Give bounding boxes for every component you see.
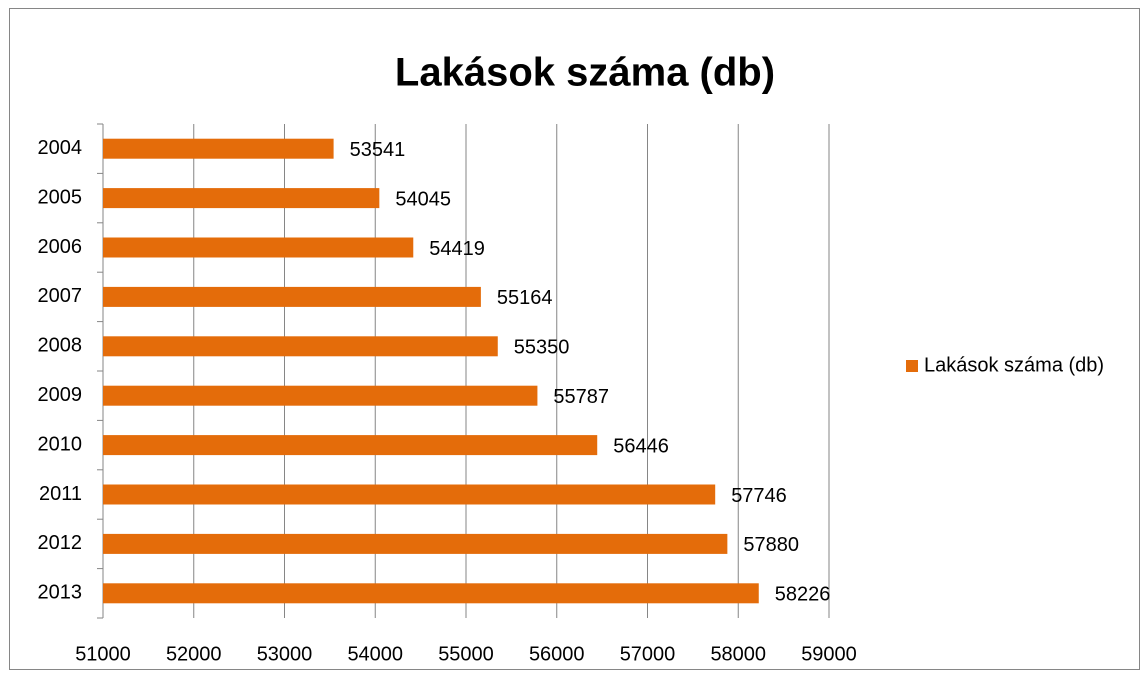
x-tick-label: 56000 [529, 643, 585, 665]
y-tick-label: 2006 [38, 236, 83, 258]
data-label: 55350 [514, 337, 570, 359]
y-tick-label: 2013 [38, 582, 83, 604]
x-tick-label: 59000 [801, 643, 857, 665]
data-label: 55164 [497, 287, 553, 309]
bar [103, 188, 380, 209]
x-tick-label: 57000 [620, 643, 676, 665]
data-label: 56446 [613, 435, 669, 457]
x-tick-label: 52000 [166, 643, 222, 665]
y-tick-label: 2007 [38, 285, 83, 307]
data-label: 57880 [743, 534, 799, 556]
y-tick-label: 2008 [38, 335, 83, 357]
chart-title: Lakások száma (db) [395, 51, 775, 95]
data-label: 53541 [350, 139, 406, 161]
legend-label: Lakások száma (db) [924, 354, 1104, 376]
x-tick-label: 53000 [257, 643, 313, 665]
bar [103, 484, 716, 505]
x-tick-label: 51000 [75, 643, 131, 665]
bar [103, 286, 481, 307]
data-label: 54419 [429, 238, 485, 260]
y-tick-label: 2010 [38, 433, 83, 455]
y-tick-label: 2009 [38, 384, 83, 406]
bar [103, 237, 414, 258]
data-label: 55787 [553, 386, 609, 408]
y-tick-label: 2005 [38, 186, 83, 208]
bar [103, 533, 728, 554]
data-label: 57746 [731, 485, 787, 507]
x-tick-label: 55000 [438, 643, 494, 665]
x-tick-label: 58000 [710, 643, 766, 665]
bar [103, 138, 334, 159]
x-tick-label: 54000 [347, 643, 403, 665]
data-label: 58226 [775, 584, 831, 606]
legend-swatch [906, 360, 918, 372]
bar [103, 583, 759, 604]
bar [103, 336, 498, 357]
bar [103, 385, 538, 406]
y-tick-label: 2004 [38, 137, 83, 159]
y-tick-label: 2011 [39, 483, 82, 505]
bar [103, 435, 598, 456]
y-tick-label: 2012 [38, 532, 83, 554]
data-label: 54045 [395, 188, 451, 210]
